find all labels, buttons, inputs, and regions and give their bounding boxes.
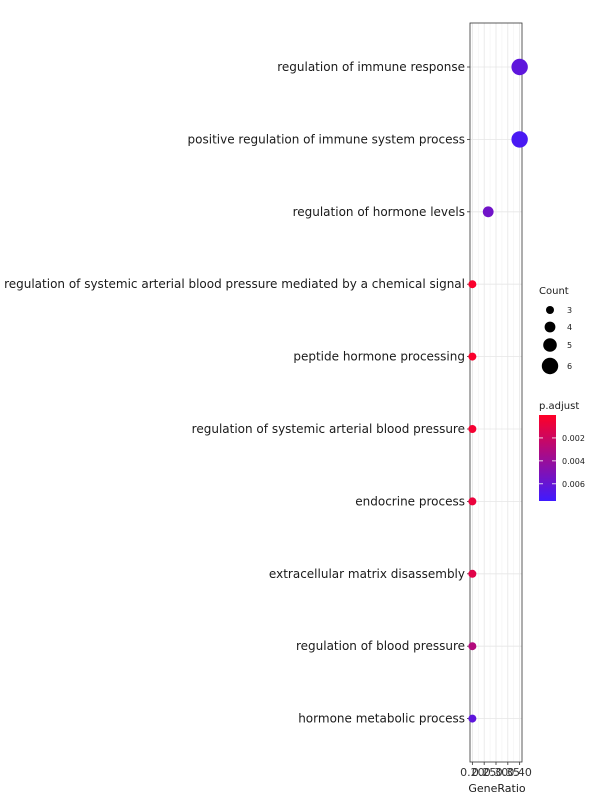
y-axis-label: extracellular matrix disassembly [269,567,465,581]
y-axis-label: regulation of systemic arterial blood pr… [4,277,465,291]
x-tick-label: 0.25 [472,766,497,779]
data-point [468,425,477,433]
data-point [468,642,477,651]
count-legend-title: Count [539,286,569,297]
count-legend-symbol [546,306,554,314]
y-axis-ticks [467,66,470,719]
count-legend-symbol [543,338,557,352]
y-axis-label: regulation of systemic arterial blood pr… [192,422,465,436]
colorbar-label: 0.004 [562,457,585,466]
data-point [511,131,528,148]
x-tick-label: 0.30 [484,766,509,779]
padjust-legend-title: p.adjust [539,401,579,412]
count-legend-label: 4 [567,323,572,332]
count-legend-label: 5 [567,341,572,350]
x-axis-title: GeneRatio [468,782,526,795]
colorbar-label: 0.006 [562,480,585,489]
data-point [468,352,477,361]
count-legend-symbol [544,321,556,333]
y-axis-label: regulation of hormone levels [293,205,465,219]
padjust-colorbar [539,415,556,501]
y-axis-label: peptide hormone processing [293,350,465,364]
data-point [468,714,477,723]
count-legend: Count 3 4 5 6 [539,286,572,375]
y-axis-label: endocrine process [355,494,465,508]
x-tick-label: 0.20 [460,766,485,779]
count-legend-label: 6 [567,362,572,371]
y-axis-label: hormone metabolic process [298,712,465,726]
y-axis-label: regulation of immune response [277,60,465,74]
data-point [482,206,494,218]
data-point [468,280,477,289]
x-axis-ticks: 0.200.250.300.350.40 [460,762,532,779]
data-point [468,497,477,506]
y-axis-labels: regulation of immune response positive re… [4,60,465,726]
data-point [511,58,528,76]
data-point [468,569,477,578]
y-axis-label: positive regulation of immune system pro… [188,132,465,146]
padjust-legend: p.adjust 0.002 0.004 0.006 [539,401,585,501]
x-tick-label: 0.35 [496,766,521,779]
count-legend-symbol [541,357,559,375]
count-legend-label: 3 [567,306,572,315]
y-axis-label: regulation of blood pressure [296,639,465,653]
minor-gridlines [478,23,514,762]
colorbar-label: 0.002 [562,434,585,443]
data-points [468,58,528,723]
x-tick-label: 0.40 [507,766,532,779]
